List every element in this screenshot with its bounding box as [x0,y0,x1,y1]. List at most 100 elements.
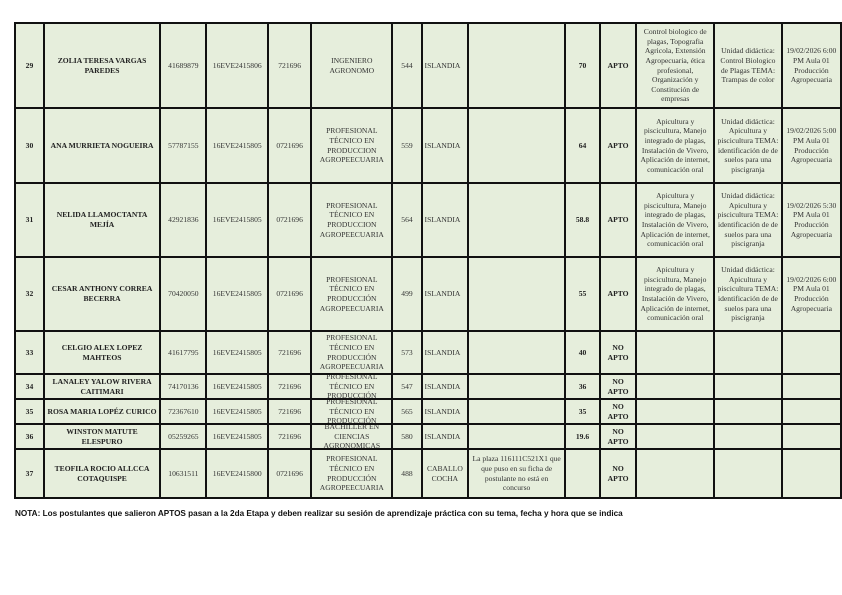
location-text: ISLANDIA [424,140,461,150]
cell-code: 16EVE2415800 [205,448,269,499]
plaza-text: 721696 [278,406,301,416]
plaza-text: 0721696 [276,215,303,225]
cell-num: 34 [14,373,45,400]
cell-profile: PROFESIONAL TÉCNICO EN PRODUCCION AGROPE… [310,107,394,184]
plaza-text: 721696 [278,381,301,391]
name-text: TEOFILA ROCIO ALLCCA COTAQUISPE [54,463,150,483]
cell-id: 573 [391,330,423,375]
score-text: 35 [578,406,587,416]
status-text: NO APTO [607,463,629,483]
cell-schedule: 19/02/2026 5:00 PM Aula 01 Producción Ag… [780,107,842,184]
cell-observation [467,182,567,258]
cell-score: 70 [564,22,601,109]
cell-theme [713,448,783,499]
profile-text: INGENIERO AGRONOMO [329,55,375,75]
location-text: ISLANDIA [424,60,461,70]
dni-text: 05259265 [168,431,199,441]
cell-status: NO APTO [598,330,638,375]
cell-name: ZOLIA TERESA VARGAS PAREDES [42,22,162,109]
id-text: 559 [401,140,413,150]
cell-name: NELIDA LLAMOCTANTA MEJÍA [42,182,162,258]
cell-id: 559 [391,107,423,184]
cell-plaza: 721696 [266,22,313,109]
cell-schedule [780,423,842,450]
num-text: 32 [25,289,34,299]
cell-dni: 42921836 [159,182,208,258]
plaza-text: 721696 [278,60,301,70]
cell-num: 36 [14,423,45,450]
cell-plaza: 0721696 [266,448,313,499]
cell-observation: La plaza 116111C521X1 que que puso en su… [467,448,567,499]
cell-theme: Unidad didáctica: Apicultura y piscicult… [713,256,783,332]
num-text: 37 [25,468,34,478]
location-text: ISLANDIA [424,347,461,357]
note-text: NOTA: Los postulantes que salieron APTOS… [15,509,623,518]
name-text: NELIDA LLAMOCTANTA MEJÍA [56,210,148,229]
score-text: 58.8 [575,215,590,225]
num-text: 33 [25,347,34,357]
dni-text: 57787155 [168,140,199,150]
cell-name: ROSA MARIA LOPÉZ CURICO [42,398,162,425]
dni-text: 70420050 [168,289,199,299]
name-text: ZOLIA TERESA VARGAS PAREDES [57,55,147,75]
score-text: 70 [578,60,587,70]
cell-score: 64 [564,107,601,184]
cell-profile: BACHILLER EN CIENCIAS AGRONOMICAS [310,423,394,450]
table-row: 32 CESAR ANTHONY CORREA BECERRA 70420050 16… [14,256,842,332]
table-row: 33 CELGIO ALEX LOPEZ MAHTEOS 41617795 16EVE… [14,330,842,375]
id-text: 565 [401,406,413,416]
score-text: 40 [578,347,587,357]
courses-text: Apicultura y piscicultura, Manejo integr… [640,116,710,174]
cell-name: LANALEY YALOW RIVERA CAITIMARI [42,373,162,400]
table-row: 30 ANA MURRIETA NOGUEIRA 57787155 16EVE2415… [14,107,842,184]
cell-schedule [780,330,842,375]
cell-profile: PROFESIONAL TÉCNICO EN PRODUCCIÓN [310,398,394,425]
cell-score: 36 [564,373,601,400]
cell-dni: 57787155 [159,107,208,184]
cell-plaza: 721696 [266,423,313,450]
cell-schedule: 19/02/2026 6:00 PM Aula 01 Producción Ag… [780,22,842,109]
cell-theme [713,423,783,450]
id-text: 544 [401,60,413,70]
num-text: 36 [25,431,34,441]
cell-num: 32 [14,256,45,332]
code-text: 16EVE2415806 [212,60,262,70]
cell-name: WINSTON MATUTE ELESPURO [42,423,162,450]
id-text: 564 [401,215,413,225]
cell-plaza: 721696 [266,373,313,400]
cell-id: 499 [391,256,423,332]
table-row: 34 LANALEY YALOW RIVERA CAITIMARI 74170136… [14,373,842,400]
cell-location: ISLANDIA [420,373,470,400]
cell-profile: PROFESIONAL TÉCNICO EN PRODUCCIÓN AGROPE… [310,330,394,375]
plaza-text: 0721696 [276,468,303,478]
cell-location: ISLANDIA [420,423,470,450]
cell-score [564,448,601,499]
cell-theme: Unidad didáctica: Control Biologico de P… [713,22,783,109]
id-text: 488 [401,468,413,478]
cell-num: 37 [14,448,45,499]
cell-schedule [780,373,842,400]
score-text: 64 [578,140,587,150]
profile-text: PROFESIONAL TÉCNICO EN PRODUCCION AGROPE… [319,200,384,239]
cell-score: 58.8 [564,182,601,258]
location-text: ISLANDIA [424,215,461,225]
cell-status: APTO [598,22,638,109]
cell-location: ISLANDIA [420,256,470,332]
cell-plaza: 0721696 [266,256,313,332]
cell-score: 19.6 [564,423,601,450]
cell-courses: Apicultura y piscicultura, Manejo integr… [635,256,716,332]
table-row: 31 NELIDA LLAMOCTANTA MEJÍA 42921836 16EVE2… [14,182,842,258]
cell-courses [635,330,716,375]
code-text: 16EVE2415805 [212,215,262,225]
name-text: WINSTON MATUTE ELESPURO [66,426,138,446]
cell-schedule: 19/02/2026 6:00 PM Aula 01 Producción Ag… [780,256,842,332]
cell-observation [467,373,567,400]
cell-courses: Apicultura y piscicultura, Manejo integr… [635,107,716,184]
cell-status: APTO [598,107,638,184]
cell-location: ISLANDIA [420,22,470,109]
num-text: 31 [25,215,34,225]
status-text: APTO [607,60,629,70]
name-text: CELGIO ALEX LOPEZ MAHTEOS [61,342,143,362]
profile-text: PROFESIONAL TÉCNICO EN PRODUCCIÓN AGROPE… [319,274,384,313]
cell-schedule: 19/02/2026 5:30 PM Aula 01 Producción Ag… [780,182,842,258]
